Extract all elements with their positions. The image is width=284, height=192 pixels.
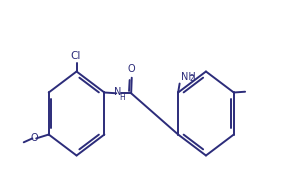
Text: N: N	[114, 87, 122, 97]
Text: O: O	[31, 133, 38, 143]
Text: 2: 2	[189, 74, 194, 83]
Text: Cl: Cl	[70, 51, 81, 61]
Text: NH: NH	[181, 72, 195, 82]
Text: H: H	[120, 94, 126, 103]
Text: O: O	[128, 64, 135, 74]
